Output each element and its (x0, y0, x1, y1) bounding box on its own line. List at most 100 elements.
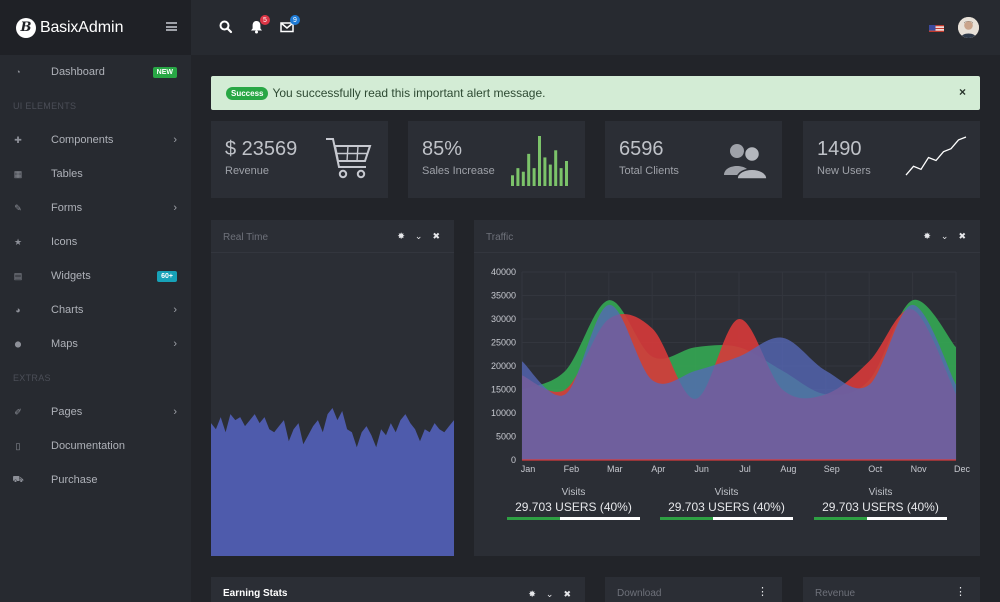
card-tools: ✸ ⌄ ✖ (397, 231, 440, 242)
y-tick-label: 35000 (491, 291, 516, 301)
sidebar-item-widgets[interactable]: ▤ Widgets 60+ (0, 259, 191, 293)
card-title: Download (617, 588, 662, 599)
chevron-right-icon: › (173, 406, 177, 418)
close-icon[interactable]: ✖ (432, 231, 440, 241)
y-tick-label: 20000 (491, 361, 516, 371)
sidebar-item-label: Forms (51, 202, 83, 214)
sidebar-item-forms[interactable]: ✎ Forms › (0, 191, 191, 225)
sparkline-bar (559, 168, 563, 186)
collapse-chevron-icon[interactable]: ⌄ (414, 231, 423, 241)
sidebar-item-components[interactable]: ✚ Components › (0, 123, 191, 157)
traffic-series-area (522, 304, 956, 460)
stat-label: Total Clients (619, 165, 679, 177)
notifications-count-badge: 5 (260, 15, 270, 25)
alert-message: You successfully read this important ale… (272, 86, 546, 100)
traffic-legend-item: Visits 29.703 USERS (40%) (660, 487, 793, 520)
card-header: Real Time ✸ ⌄ ✖ (211, 220, 454, 253)
sidebar-item-documentation[interactable]: ▯ Documentation (0, 429, 191, 463)
settings-gear-icon[interactable]: ✸ (397, 231, 405, 241)
collapse-chevron-icon[interactable]: ⌄ (545, 589, 554, 599)
file-icon: ▯ (15, 440, 21, 451)
chevron-right-icon: › (173, 338, 177, 350)
card-title: Traffic (486, 232, 514, 243)
close-icon[interactable]: ✖ (958, 231, 966, 241)
y-tick-label: 0 (511, 455, 516, 465)
close-icon[interactable]: ✖ (563, 589, 571, 599)
card-title: Real Time (223, 232, 269, 243)
brand-name-b: Admin (78, 18, 124, 36)
more-vertical-icon[interactable]: ⋮ (955, 586, 966, 598)
sidebar-item-icons[interactable]: ★ Icons (0, 225, 191, 259)
sidebar-item-label: Dashboard (51, 66, 105, 78)
dashboard-icon: ◔ (15, 67, 21, 77)
legend-progress-fill (814, 517, 868, 520)
line-sparkline-icon (905, 136, 967, 176)
language-flag-icon[interactable] (929, 22, 944, 32)
sidebar-item-label: Purchase (51, 474, 98, 486)
users-icon (724, 144, 768, 180)
legend-progress-bar (507, 517, 640, 520)
chevron-right-icon: › (173, 202, 177, 214)
table-icon: ▦ (13, 168, 23, 179)
collapse-chevron-icon[interactable]: ⌄ (940, 231, 949, 241)
puzzle-icon: ✚ (14, 134, 22, 145)
paperclip-icon: ✐ (14, 406, 22, 417)
brand-logo-icon[interactable]: B (16, 17, 36, 38)
x-tick-label: Jun (694, 464, 709, 474)
brand-name[interactable]: BasixAdmin (40, 19, 124, 37)
stat-value: 1490 (817, 138, 862, 160)
sidebar-item-label: Components (51, 134, 114, 146)
settings-gear-icon[interactable]: ✸ (923, 231, 931, 241)
user-avatar[interactable] (958, 17, 979, 38)
sidebar-item-dashboard[interactable]: ◔ Dashboard NEW (0, 55, 191, 89)
alert-close-button[interactable]: × (958, 85, 966, 99)
y-tick-label: 30000 (491, 314, 516, 324)
stat-value: 6596 (619, 138, 664, 160)
stat-sales: 85% Sales Increase (408, 121, 585, 198)
legend-label: Visits (868, 487, 893, 498)
settings-gear-icon[interactable]: ✸ (528, 589, 536, 599)
sparkline-bar (538, 136, 541, 186)
menu-toggle-button[interactable] (166, 22, 177, 31)
nav-heading: UI ELEMENTS (13, 101, 77, 111)
topbar: 5 9 (191, 0, 1000, 55)
x-tick-label: Apr (651, 464, 665, 474)
sidebar-item-charts[interactable]: ◕ Charts › (0, 293, 191, 327)
x-tick-label: Mar (607, 464, 623, 474)
search-button[interactable] (219, 20, 233, 34)
sidebar-item-label: Icons (51, 236, 78, 248)
sparkline-bar (532, 168, 536, 186)
search-icon (219, 20, 233, 34)
stat-label: New Users (817, 165, 871, 177)
sidebar-item-tables[interactable]: ▦ Tables (0, 157, 191, 191)
y-tick-label: 40000 (491, 267, 516, 277)
messages-button[interactable]: 9 (280, 15, 300, 34)
legend-progress-bar (660, 517, 793, 520)
revenue-card: Revenue ⋮ (803, 577, 980, 602)
legend-progress-fill (660, 517, 714, 520)
sparkline-bar (521, 171, 525, 186)
pie-chart-icon: ◕ (15, 305, 21, 315)
sidebar-item-pages[interactable]: ✐ Pages › (0, 395, 191, 429)
notifications-button[interactable]: 5 (250, 15, 270, 34)
messages-count-badge: 9 (290, 15, 300, 25)
legend-label: Visits (714, 487, 739, 498)
legend-value: 29.703 USERS (40%) (515, 500, 632, 514)
sparkline-line (905, 136, 967, 176)
edit-icon: ✎ (14, 202, 22, 213)
realtime-area-chart (211, 408, 454, 556)
sidebar-item-label: Pages (51, 406, 83, 418)
legend-label: Visits (561, 487, 586, 498)
y-tick-label: 5000 (496, 432, 516, 442)
download-card: Download ⋮ (605, 577, 782, 602)
card-title: Earning Stats (223, 588, 288, 599)
more-vertical-icon[interactable]: ⋮ (757, 586, 768, 598)
sidebar-item-label: Tables (51, 168, 83, 180)
calculator-icon: ▤ (13, 270, 23, 281)
sidebar-item-label: Widgets (51, 270, 91, 282)
traffic-legend-item: Visits 29.703 USERS (40%) (507, 487, 640, 520)
x-tick-label: Sep (824, 464, 840, 474)
stat-value: 85% (422, 138, 463, 160)
sidebar-item-purchase[interactable]: ⛟ Purchase (0, 463, 191, 497)
sidebar-item-maps[interactable]: ⬤ Maps › (0, 327, 191, 361)
